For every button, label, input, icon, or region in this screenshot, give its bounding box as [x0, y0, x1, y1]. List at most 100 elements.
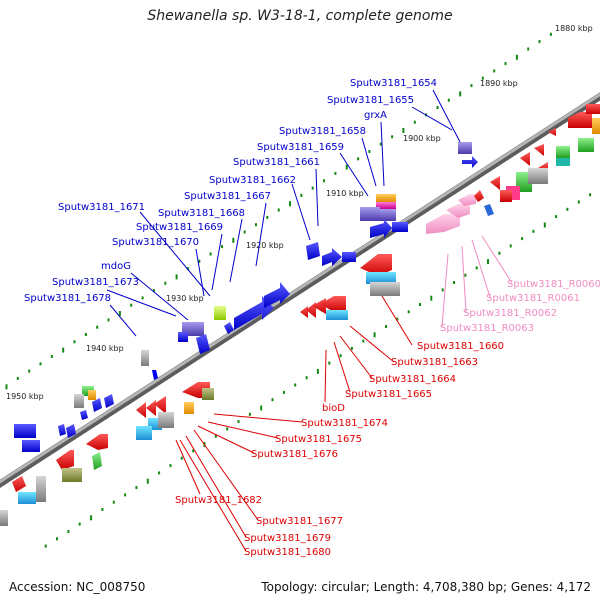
scale-dot	[90, 515, 93, 521]
gene-label[interactable]: Sputw3181_1660	[417, 341, 504, 352]
scale-dot	[243, 230, 246, 234]
gene-arrow	[146, 400, 156, 416]
rna-label[interactable]: Sputw3181_R0063	[440, 323, 534, 334]
gene-label[interactable]: Sputw3181_1664	[369, 374, 456, 385]
scale-dot	[209, 252, 212, 256]
gene-feature	[22, 440, 40, 452]
gene-label[interactable]: Sputw3181_1682	[175, 495, 262, 506]
scale-dot	[441, 288, 444, 292]
scale-dot	[73, 340, 76, 344]
gene-feature	[36, 476, 46, 502]
gene-label[interactable]: Sputw3181_1679	[244, 533, 331, 544]
scale-dot	[543, 222, 546, 228]
gene-label[interactable]: Sputw3181_1665	[345, 389, 432, 400]
gene-feature	[184, 402, 194, 414]
gene-feature	[556, 158, 570, 166]
scale-dot	[124, 493, 127, 497]
gene-label[interactable]: Sputw3181_1673	[52, 277, 139, 288]
scale-dot	[385, 325, 387, 328]
rna-feature	[446, 204, 470, 218]
gene-label[interactable]: Sputw3181_1668	[158, 208, 245, 219]
gene-label[interactable]: Sputw3181_1669	[136, 222, 223, 233]
scale-dot	[175, 274, 178, 280]
gene-label[interactable]: Sputw3181_1670	[112, 237, 199, 248]
scale-dot	[158, 471, 161, 475]
scale-dot	[28, 369, 31, 373]
tick-label: 1900 kbp	[403, 134, 441, 143]
gene-feature	[18, 492, 36, 504]
gene-arrow	[92, 398, 102, 412]
scale-dot	[436, 106, 439, 109]
scale-dot	[118, 311, 121, 316]
map-title: Shewanella sp. W3-18-1, complete genome	[147, 8, 453, 24]
scale-dot	[84, 333, 87, 336]
scale-dot	[323, 179, 325, 183]
scale-dot	[549, 32, 552, 36]
gene-label[interactable]: Sputw3181_1671	[58, 202, 145, 213]
tick-label: 1920 kbp	[246, 241, 284, 250]
gene-label[interactable]: Sputw3181_1663	[391, 357, 478, 368]
scale-dot	[260, 405, 263, 411]
scale-dot	[430, 295, 433, 301]
gene-arrow	[86, 434, 108, 450]
gene-label[interactable]: Sputw3181_1676	[251, 449, 338, 460]
gene-label[interactable]: Sputw3181_1678	[24, 293, 111, 304]
scale-dot	[316, 368, 319, 374]
scale-dot	[214, 434, 217, 438]
scale-dot	[487, 259, 489, 265]
gene-arrow	[300, 306, 308, 318]
gene-feature	[376, 202, 396, 209]
gene-label[interactable]: Sputw3181_1662	[209, 175, 296, 186]
forward-gene-labels: Sputw3181_1654 Sputw3181_1655 grxA Sputw…	[24, 78, 437, 304]
scale-dot	[198, 259, 201, 263]
gene-label[interactable]: Sputw3181_1667	[184, 191, 271, 202]
gene-label[interactable]: Sputw3181_1675	[275, 434, 362, 445]
gene-label[interactable]: Sputw3181_1661	[233, 157, 320, 168]
gene-arrow	[322, 248, 342, 266]
accession-text: Accession: NC_008750	[9, 580, 146, 594]
scale-dot	[255, 223, 257, 227]
gene-feature	[136, 426, 152, 440]
scale-dot	[555, 215, 558, 219]
gene-label[interactable]: Sputw3181_1654	[350, 78, 437, 89]
gene-arrow	[66, 424, 76, 438]
scale-dot	[180, 456, 183, 460]
gene-feature	[370, 282, 400, 296]
scale-dot	[357, 157, 360, 161]
gene-label[interactable]: Sputw3181_1674	[301, 418, 388, 429]
gene-label[interactable]: Sputw3181_1677	[256, 516, 343, 527]
rna-label[interactable]: Sputw3181_R0061	[486, 293, 580, 304]
scale-dot	[447, 98, 450, 102]
scale-dot	[169, 464, 172, 468]
rna-label[interactable]: Sputw3181_R0060	[507, 279, 600, 290]
gene-arrow	[534, 144, 544, 156]
gene-arrow	[136, 402, 146, 418]
gene-label[interactable]: Sputw3181_1659	[257, 142, 344, 153]
scale-dot	[515, 54, 518, 60]
rna-gene-labels: Sputw3181_R0060 Sputw3181_R0061 Sputw318…	[440, 279, 600, 334]
scale-dot	[112, 500, 115, 504]
scale-dot	[266, 215, 269, 219]
gene-label[interactable]: mdoG	[101, 261, 131, 272]
gene-label[interactable]: Sputw3181_1658	[279, 126, 366, 137]
scale-dot	[339, 354, 342, 358]
scale-dot	[459, 91, 462, 97]
scale-dot	[311, 186, 314, 190]
tick-label: 1890 kbp	[480, 79, 518, 88]
gene-label[interactable]: grxA	[364, 110, 387, 121]
gene-feature	[586, 104, 600, 114]
gene-feature	[484, 204, 494, 216]
gene-feature	[62, 468, 82, 482]
gene-arrow	[462, 156, 478, 168]
scale-dot	[577, 200, 580, 204]
gene-label[interactable]: Sputw3181_1680	[244, 547, 331, 558]
callout-lines	[106, 89, 513, 552]
gene-label[interactable]: Sputw3181_1655	[327, 95, 414, 106]
scale-dot	[62, 347, 65, 353]
scale-dot	[589, 193, 592, 197]
gene-label[interactable]: bioD	[322, 403, 345, 414]
gene-feature	[74, 394, 84, 408]
rna-label[interactable]: Sputw3181_R0062	[463, 308, 557, 319]
scale-dots	[5, 32, 592, 548]
scale-dot	[521, 237, 524, 241]
